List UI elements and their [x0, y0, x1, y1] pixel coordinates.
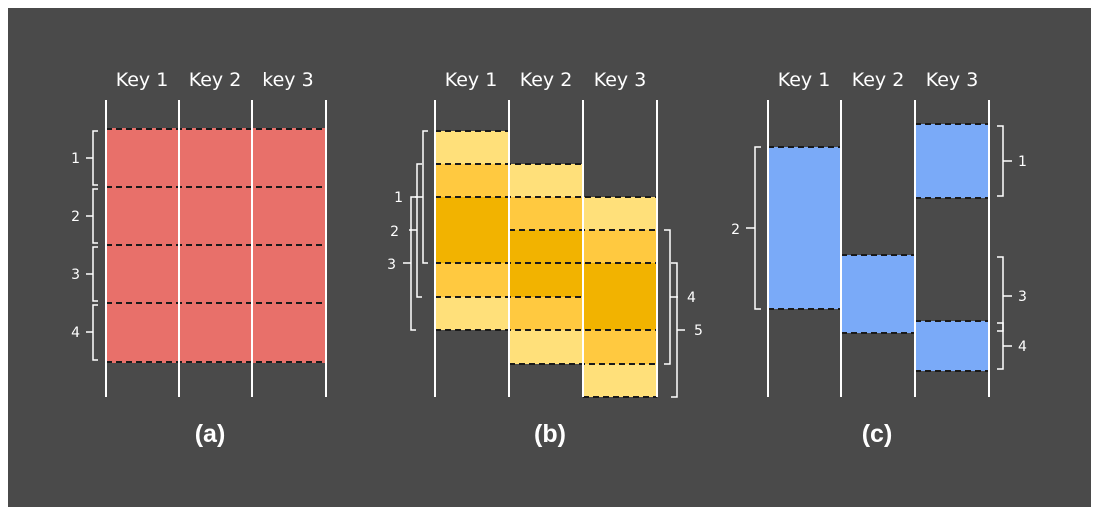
panel-a-brackets — [86, 130, 98, 361]
panel-b-brackets — [403, 130, 685, 398]
panel-c-range-4 — [915, 321, 989, 371]
panel-a-caption: (a) — [195, 420, 226, 448]
panel-b-col2-band-1 — [509, 164, 583, 197]
panel-a-bracket-4-label: 4 — [71, 325, 80, 341]
panel-a-dashed-lines — [106, 128, 326, 363]
panel-b-col1-band-4 — [435, 263, 509, 297]
panel-b-bracket-5 — [671, 262, 685, 398]
panel-b-col1-band-1 — [435, 131, 509, 164]
panel-a-key-lines — [105, 100, 327, 397]
panel-b-col3-band-5 — [583, 364, 657, 397]
panel-b-key-3-label: Key 3 — [594, 69, 647, 91]
panel-b-col3-band-1 — [583, 197, 657, 230]
panel-a-bracket-3 — [86, 246, 98, 302]
panel-a-key-2-label: Key 2 — [189, 69, 242, 91]
panel-c-key-1-label: Key 1 — [778, 69, 831, 91]
panel-b-col1-band-2 — [435, 164, 509, 197]
panel-b: Key 1 Key 2 Key 3 — [387, 69, 703, 448]
panel-b-bracket-1-label: 1 — [394, 190, 403, 206]
panel-c: Key 1 Key 2 Key 3 2 — [731, 69, 1027, 448]
panel-b-col2-band-2 — [509, 197, 583, 230]
panel-c-bracket-3 — [997, 256, 1012, 332]
panel-b-col2-band-4 — [509, 297, 583, 330]
panel-b-col2-band-5 — [509, 330, 583, 364]
panel-b-col3-band-2 — [583, 230, 657, 263]
panel-a-bracket-2-label: 2 — [71, 209, 80, 225]
panel-b-col3-band-4 — [583, 330, 657, 364]
panel-b-key-lines — [434, 100, 658, 397]
panel-c-caption: (c) — [862, 420, 893, 448]
panel-b-bracket-5-label: 5 — [694, 323, 703, 339]
panel-b-bracket-4-label: 4 — [687, 290, 696, 306]
panel-c-bracket-3-label: 3 — [1018, 289, 1027, 305]
panel-b-bracket-3-label: 3 — [387, 257, 396, 273]
panel-b-caption: (b) — [534, 420, 566, 448]
panel-b-col3-band-3 — [583, 263, 657, 330]
panel-c-brackets — [746, 125, 1012, 370]
panel-c-bracket-4-label: 4 — [1018, 339, 1027, 355]
panel-b-key-2-label: Key 2 — [520, 69, 573, 91]
panel-a-bracket-1-label: 1 — [71, 151, 80, 167]
panel-b-col1-band-5 — [435, 297, 509, 330]
panel-c-bracket-1 — [997, 125, 1012, 197]
panel-c-range-2 — [768, 147, 841, 309]
panel-a-key-3-label: key 3 — [262, 69, 313, 91]
panel-b-key-1-label: Key 1 — [445, 69, 498, 91]
panel-b-bracket-3 — [403, 196, 416, 331]
panel-b-col1-band-3 — [435, 197, 509, 263]
panel-a-bracket-2 — [86, 188, 98, 244]
panel-a-bracket-3-label: 3 — [71, 267, 80, 283]
panel-c-key-3-label: Key 3 — [926, 69, 979, 91]
panel-c-key-2-label: Key 2 — [852, 69, 905, 91]
panel-a-bracket-1 — [86, 130, 98, 186]
panel-a: Key 1 Key 2 key 3 1 2 3 4 (a) — [71, 69, 327, 448]
panel-c-key-lines — [767, 100, 990, 397]
panel-b-bracket-2-label: 2 — [390, 224, 399, 240]
panel-c-dashed-lines — [768, 123, 989, 372]
panel-a-bracket-4 — [86, 304, 98, 361]
panel-a-key-1-label: Key 1 — [116, 69, 169, 91]
panel-c-range-1 — [915, 124, 989, 198]
panel-c-bracket-4 — [997, 322, 1012, 370]
panel-c-range-3 — [841, 255, 915, 333]
panel-c-bracket-1-label: 1 — [1018, 154, 1027, 170]
panel-c-bracket-2-label: 2 — [731, 222, 740, 238]
panel-c-bracket-2 — [746, 146, 761, 310]
